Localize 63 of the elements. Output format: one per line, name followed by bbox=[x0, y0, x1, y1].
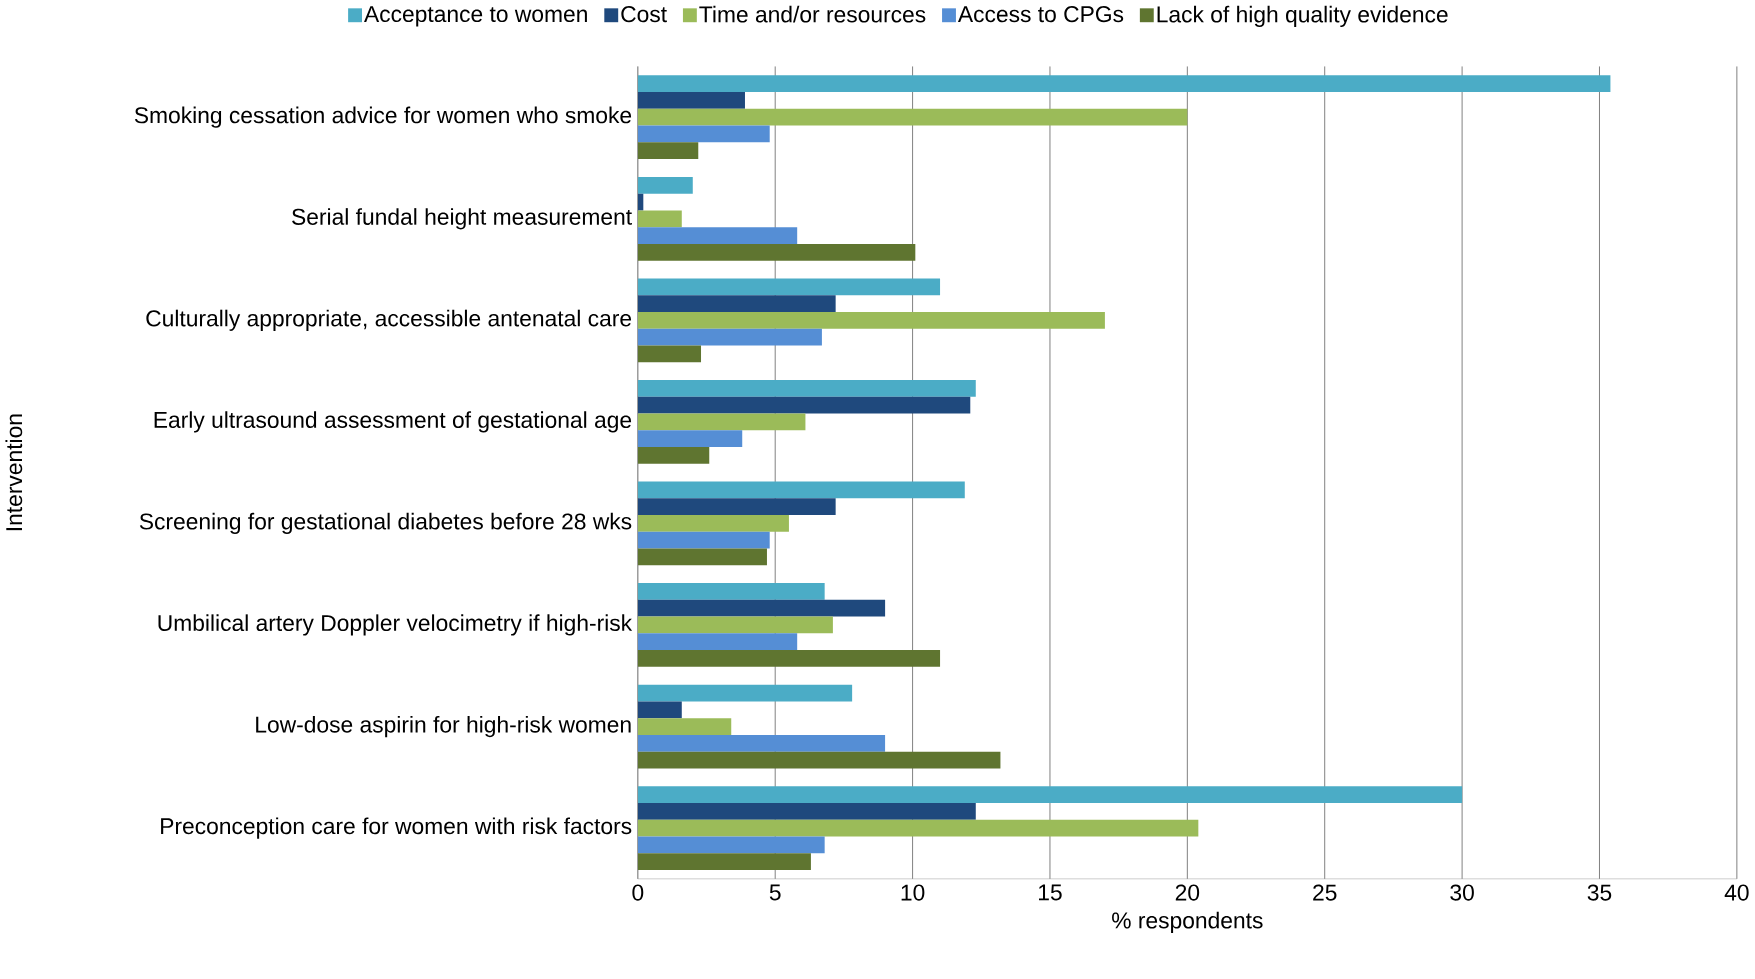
bar bbox=[637, 751, 1001, 769]
bar bbox=[637, 92, 745, 109]
bar bbox=[637, 583, 825, 600]
y-tick-label: Smoking cessation advice for women who smoke bbox=[134, 106, 632, 128]
legend-label: Lack of high quality evidence bbox=[1157, 5, 1448, 28]
bar bbox=[637, 734, 886, 752]
x-tick-label: 0 bbox=[632, 884, 644, 901]
bar bbox=[637, 345, 702, 363]
bar bbox=[637, 548, 767, 566]
bar bbox=[637, 75, 1611, 93]
x-tick-label: 25 bbox=[1313, 884, 1337, 901]
bar bbox=[637, 413, 806, 431]
x-axis-title: % respondents bbox=[1112, 911, 1263, 933]
y-tick-label: Serial fundal height measurement bbox=[292, 208, 632, 230]
x-tick-label: 35 bbox=[1587, 884, 1612, 901]
bar bbox=[637, 328, 822, 346]
legend-label: Time and/or resources bbox=[699, 5, 926, 23]
bar bbox=[637, 227, 798, 244]
bar bbox=[637, 853, 811, 870]
bar bbox=[637, 650, 941, 667]
bar bbox=[637, 295, 836, 312]
bar bbox=[637, 599, 886, 617]
bar bbox=[637, 430, 743, 447]
x-tick-label: 5 bbox=[769, 884, 781, 901]
bar bbox=[637, 481, 965, 499]
legend-label: Access to CPGs bbox=[957, 6, 1124, 23]
bar bbox=[637, 125, 770, 143]
bar bbox=[637, 108, 1188, 126]
bar bbox=[637, 718, 732, 735]
bar bbox=[637, 836, 825, 854]
y-tick-label: Culturally appropriate, accessible antenatal care bbox=[146, 309, 632, 331]
y-tick-label: Preconception care for women with risk factors bbox=[161, 817, 632, 839]
bar bbox=[637, 176, 693, 194]
bar bbox=[637, 278, 941, 296]
bar bbox=[637, 701, 682, 719]
y-tick-label: Umbilical artery Doppler velocimetry if high-risk bbox=[158, 614, 633, 636]
x-tick-label: 10 bbox=[901, 884, 925, 901]
bar bbox=[637, 531, 770, 549]
x-tick-label: 40 bbox=[1724, 884, 1749, 901]
bar bbox=[637, 616, 833, 634]
bar bbox=[637, 210, 682, 228]
x-tick-label: 20 bbox=[1175, 884, 1200, 901]
x-tick-label: 15 bbox=[1039, 884, 1062, 901]
bar bbox=[637, 633, 798, 651]
y-tick-label: Screening for gestational diabetes before 28 wks bbox=[139, 512, 632, 535]
bar bbox=[637, 243, 916, 261]
bar bbox=[637, 802, 976, 820]
y-axis-title: Intervention bbox=[5, 414, 23, 531]
bar bbox=[637, 446, 710, 464]
bar bbox=[637, 311, 1105, 329]
bar bbox=[637, 684, 853, 702]
legend-label: Cost bbox=[621, 6, 667, 23]
bar bbox=[637, 515, 789, 532]
bar bbox=[637, 142, 699, 160]
bar bbox=[637, 786, 1463, 803]
bar bbox=[637, 396, 971, 414]
y-tick-label: Low-dose aspirin for high-risk women bbox=[256, 715, 631, 738]
bar bbox=[637, 819, 1199, 837]
y-tick-label: Early ultrasound assessment of gestational age bbox=[154, 411, 632, 433]
bar bbox=[637, 498, 836, 516]
bar bbox=[637, 379, 976, 397]
x-tick-label: 30 bbox=[1450, 884, 1474, 901]
legend-label: Acceptance to women bbox=[364, 6, 587, 27]
